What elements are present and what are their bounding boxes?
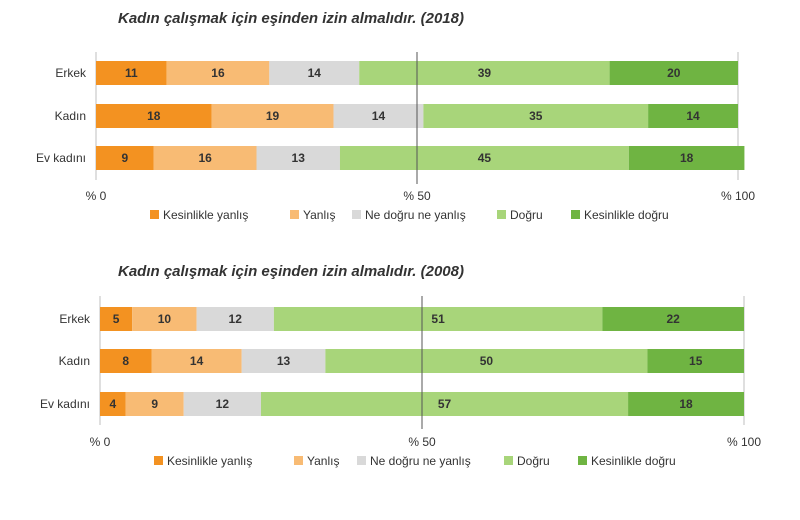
data-label-2008: 4 bbox=[110, 397, 117, 411]
tick-label-2008: % 0 bbox=[90, 435, 111, 449]
tick-label-2018: % 50 bbox=[403, 189, 431, 203]
category-label-2008: Erkek bbox=[59, 312, 91, 326]
data-label-2018: 9 bbox=[122, 151, 129, 165]
data-label-2018: 16 bbox=[211, 66, 225, 80]
bar-segment-2018 bbox=[96, 146, 154, 170]
bar-segment-2018 bbox=[96, 61, 167, 85]
legend-entry-2008: Ne doğru ne yanlış bbox=[370, 454, 471, 468]
data-label-2018: 45 bbox=[478, 151, 492, 165]
category-label-2018: Ev kadını bbox=[36, 151, 86, 165]
tick-label-2018: % 100 bbox=[721, 189, 755, 203]
bar-segment-2018 bbox=[359, 61, 610, 85]
legend-entry-2008: Kesinlikle doğru bbox=[591, 454, 676, 468]
bar-segment-2018 bbox=[339, 146, 629, 170]
legend-swatch-2018 bbox=[497, 210, 506, 219]
bar-segment-2018 bbox=[211, 104, 334, 128]
data-label-2008: 22 bbox=[666, 312, 680, 326]
data-label-2018: 35 bbox=[529, 109, 543, 123]
bar-segment-2008 bbox=[100, 392, 126, 416]
tick-label-2018: % 0 bbox=[86, 189, 107, 203]
legend-entry-2008: Yanlış bbox=[307, 454, 339, 468]
legend-entry-2018: Kesinlikle doğru bbox=[584, 208, 669, 222]
bar-segment-2008 bbox=[241, 349, 326, 373]
bar-segment-2008 bbox=[602, 307, 744, 331]
data-label-2018: 14 bbox=[686, 109, 700, 123]
legend-swatch-2008 bbox=[357, 456, 366, 465]
data-label-2008: 10 bbox=[158, 312, 172, 326]
data-label-2018: 18 bbox=[680, 151, 694, 165]
bar-segment-2008 bbox=[261, 392, 629, 416]
bar-segment-2018 bbox=[628, 146, 745, 170]
bar-segment-2018 bbox=[166, 61, 270, 85]
data-label-2018: 14 bbox=[372, 109, 386, 123]
bar-segment-2008 bbox=[273, 307, 603, 331]
bar-segment-2008 bbox=[647, 349, 744, 373]
data-label-2018: 39 bbox=[478, 66, 492, 80]
data-label-2008: 9 bbox=[151, 397, 158, 411]
tick-label-2008: % 50 bbox=[408, 435, 436, 449]
bar-segment-2018 bbox=[423, 104, 649, 128]
data-label-2018: 20 bbox=[667, 66, 681, 80]
category-label-2008: Ev kadını bbox=[40, 397, 90, 411]
bar-segment-2008 bbox=[100, 307, 133, 331]
bar-segment-2008 bbox=[196, 307, 274, 331]
legend-swatch-2018 bbox=[571, 210, 580, 219]
data-label-2018: 19 bbox=[266, 109, 280, 123]
legend-swatch-2008 bbox=[154, 456, 163, 465]
legend-swatch-2018 bbox=[150, 210, 159, 219]
bar-segment-2018 bbox=[96, 104, 212, 128]
legend-swatch-2008 bbox=[578, 456, 587, 465]
data-label-2008: 51 bbox=[431, 312, 445, 326]
bar-segment-2018 bbox=[333, 104, 424, 128]
bar-segment-2018 bbox=[609, 61, 738, 85]
legend-swatch-2018 bbox=[290, 210, 299, 219]
legend-entry-2018: Ne doğru ne yanlış bbox=[365, 208, 466, 222]
data-label-2008: 12 bbox=[229, 312, 243, 326]
data-label-2018: 13 bbox=[292, 151, 306, 165]
legend-swatch-2018 bbox=[352, 210, 361, 219]
data-label-2008: 50 bbox=[480, 354, 494, 368]
data-label-2008: 14 bbox=[190, 354, 204, 368]
bar-segment-2008 bbox=[132, 307, 197, 331]
bar-segment-2008 bbox=[628, 392, 744, 416]
bar-segment-2008 bbox=[325, 349, 648, 373]
bar-segment-2008 bbox=[151, 349, 242, 373]
bar-segment-2008 bbox=[183, 392, 261, 416]
data-label-2008: 15 bbox=[689, 354, 703, 368]
bar-segment-2008 bbox=[100, 349, 152, 373]
legend-entry-2018: Yanlış bbox=[303, 208, 335, 222]
bar-segment-2018 bbox=[256, 146, 340, 170]
data-label-2008: 18 bbox=[679, 397, 693, 411]
data-label-2008: 8 bbox=[122, 354, 129, 368]
data-label-2018: 18 bbox=[147, 109, 161, 123]
data-label-2008: 13 bbox=[277, 354, 291, 368]
tick-label-2008: % 100 bbox=[727, 435, 761, 449]
category-label-2018: Kadın bbox=[55, 109, 86, 123]
legend-swatch-2008 bbox=[504, 456, 513, 465]
legend-entry-2008: Doğru bbox=[517, 454, 550, 468]
data-label-2008: 5 bbox=[113, 312, 120, 326]
data-label-2018: 14 bbox=[308, 66, 322, 80]
bar-segment-2018 bbox=[153, 146, 257, 170]
data-label-2008: 57 bbox=[438, 397, 452, 411]
data-label-2018: 11 bbox=[125, 66, 138, 80]
bar-segment-2018 bbox=[269, 61, 360, 85]
legend-entry-2018: Kesinlikle yanlış bbox=[163, 208, 248, 222]
legend-swatch-2008 bbox=[294, 456, 303, 465]
chart-title-2018: Kadın çalışmak için eşinden izin almalıd… bbox=[118, 10, 464, 27]
data-label-2018: 16 bbox=[198, 151, 212, 165]
data-label-2008: 12 bbox=[216, 397, 230, 411]
legend-entry-2018: Doğru bbox=[510, 208, 543, 222]
bar-segment-2018 bbox=[648, 104, 738, 128]
chart-title-2008: Kadın çalışmak için eşinden izin almalıd… bbox=[118, 263, 464, 280]
category-label-2008: Kadın bbox=[59, 354, 90, 368]
category-label-2018: Erkek bbox=[55, 66, 87, 80]
legend-entry-2008: Kesinlikle yanlış bbox=[167, 454, 252, 468]
bar-segment-2008 bbox=[125, 392, 184, 416]
